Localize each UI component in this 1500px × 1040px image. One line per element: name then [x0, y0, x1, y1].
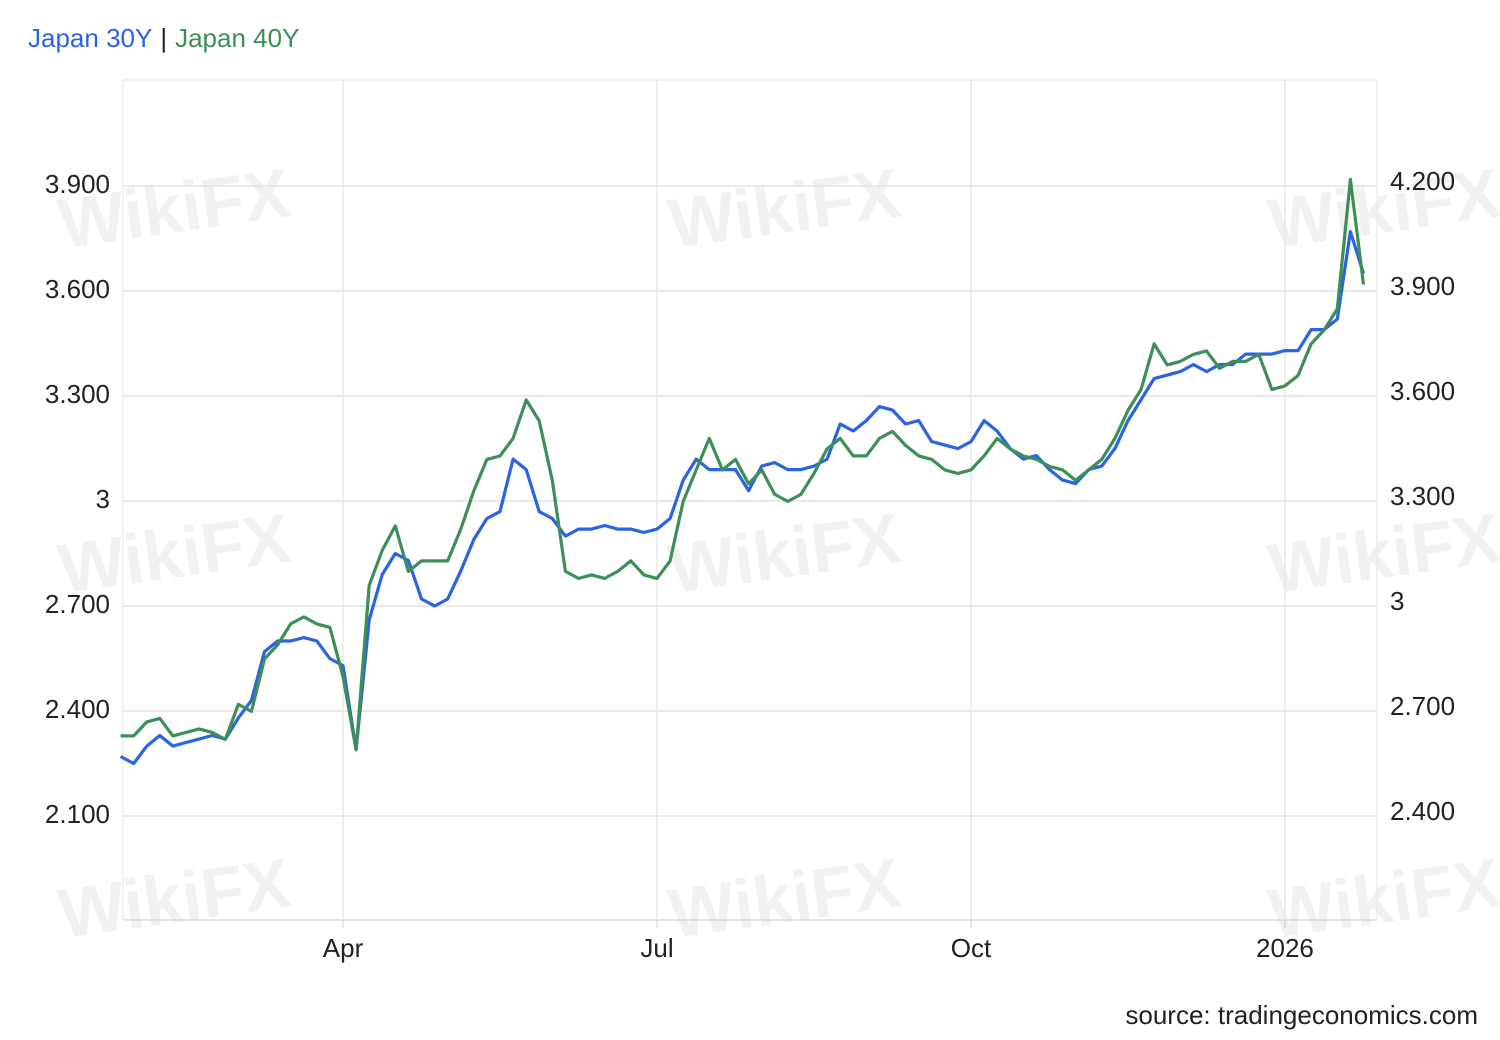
- y2-tick-label: 2.700: [1390, 691, 1455, 721]
- watermark: WikiFX: [664, 843, 906, 953]
- y-tick-label: 3: [96, 484, 110, 514]
- series-line: [119, 230, 1366, 766]
- y2-tick-label: 3.900: [1390, 271, 1455, 301]
- watermark: WikiFX: [1264, 153, 1500, 263]
- y-tick-label: 2.700: [45, 589, 110, 619]
- y2-tick-label: 3: [1390, 586, 1404, 616]
- y2-tick-label: 3.300: [1390, 481, 1455, 511]
- y-tick-label: 3.900: [45, 169, 110, 199]
- series-line: [120, 177, 1366, 752]
- source-note: source: tradingeconomics.com: [1125, 1000, 1478, 1030]
- y-tick-label: 2.400: [45, 694, 110, 724]
- watermark: WikiFX: [1264, 498, 1500, 608]
- y-tick-label: 2.100: [45, 799, 110, 829]
- x-tick-label: Oct: [951, 933, 992, 963]
- watermark: WikiFX: [54, 843, 296, 953]
- y-tick-label: 3.300: [45, 379, 110, 409]
- legend-separator: |: [160, 23, 167, 53]
- y2-tick-label: 3.600: [1390, 376, 1455, 406]
- legend: Japan 30Y | Japan 40Y: [28, 23, 299, 53]
- y2-tick-label: 2.400: [1390, 796, 1455, 826]
- legend-entry: Japan 30Y: [28, 23, 152, 53]
- x-tick-label: 2026: [1256, 933, 1314, 963]
- x-tick-label: Apr: [323, 933, 364, 963]
- x-tick-label: Jul: [640, 933, 673, 963]
- watermark: WikiFX: [664, 153, 906, 263]
- legend-entry: Japan 40Y: [175, 23, 299, 53]
- watermark: WikiFX: [664, 498, 906, 608]
- y-tick-label: 3.600: [45, 274, 110, 304]
- y2-tick-label: 4.200: [1390, 166, 1455, 196]
